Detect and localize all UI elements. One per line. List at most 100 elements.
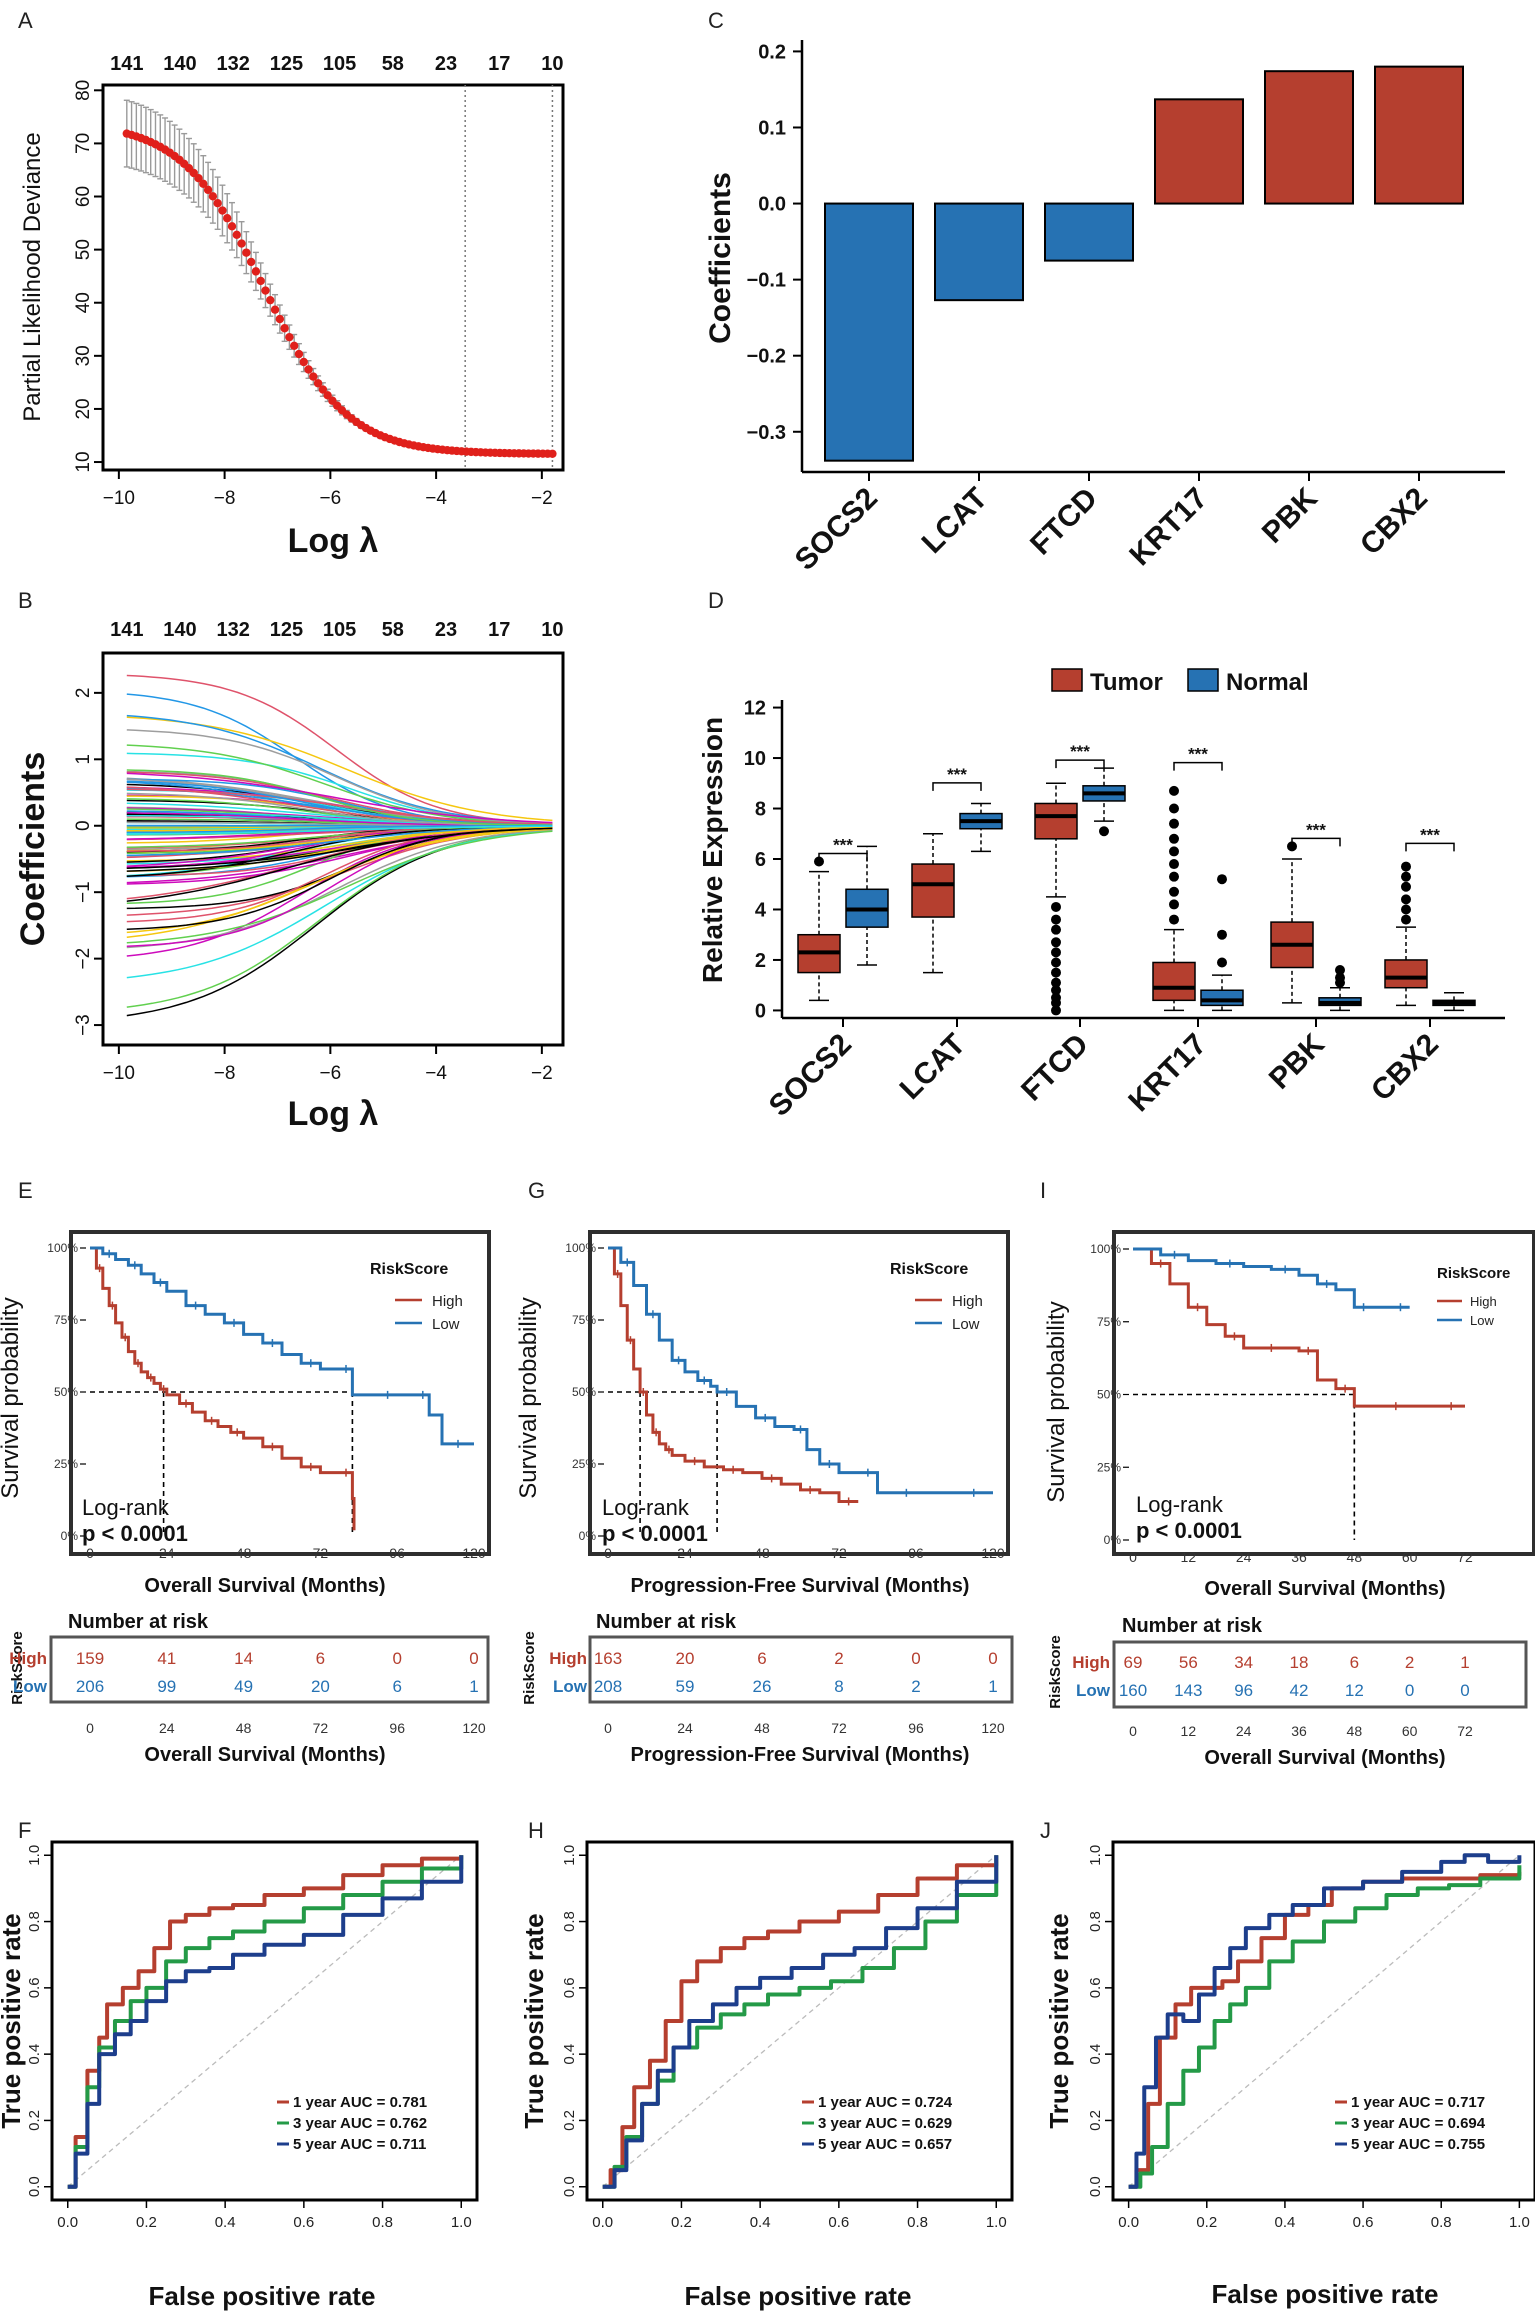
panel-e-risk-values: 159 206 41 99 14 49 6 20 0 6 0 1 [76, 1649, 479, 1696]
risk-low-value: 2 [911, 1677, 920, 1696]
panel-e-risk-xlabel: Overall Survival (Months) [144, 1744, 385, 1766]
y-tick-label: 0.2 [1087, 2110, 1104, 2131]
top-count: 140 [163, 619, 196, 641]
panel-e-frame [69, 1230, 491, 1556]
box-tumor-krt17 [1152, 961, 1196, 1002]
y-tick-label: −2 [73, 948, 94, 970]
x-tick-label: 120 [462, 1545, 486, 1561]
deviance-point [261, 286, 270, 295]
y-tick-label: 6 [755, 849, 766, 871]
deviance-point [199, 179, 208, 189]
panel-i-risk-ylabel: RiskScore [1047, 1635, 1064, 1708]
box-tumor-cbx2 [1384, 959, 1428, 989]
panel-i-frame [1112, 1230, 1535, 1556]
y-tick-label: 75% [54, 1313, 78, 1327]
sig-bracket [932, 782, 982, 791]
panel-g-risk-table [588, 1635, 1014, 1704]
panel-i-legend-low: Low [1470, 1313, 1494, 1328]
y-tick-label: 2 [755, 950, 766, 972]
y-tick-label: −1 [73, 881, 94, 903]
top-count: 17 [488, 619, 510, 641]
panel-label-e: E [18, 1178, 33, 1203]
x-tick-label: −2 [531, 488, 553, 509]
outlier [1051, 977, 1061, 988]
x-tick-label: LCAT [916, 482, 994, 560]
risk-low-value: 208 [594, 1677, 622, 1696]
x-tick-label: 0.8 [1431, 2214, 1452, 2231]
risk-x-tick-label: 48 [754, 1720, 770, 1736]
legend-label: 3 year AUC = 0.629 [818, 2115, 952, 2132]
y-tick-label: 0.6 [26, 1977, 43, 1998]
sig-stars: *** [1188, 745, 1208, 764]
x-tick-label: −6 [320, 1063, 342, 1084]
risk-high-value: 6 [316, 1649, 325, 1668]
risk-x-tick-label: 48 [1347, 1723, 1363, 1739]
panel-i-y-ticks: 0% 25% 50% 75% 100% [1090, 1242, 1129, 1547]
sig-stars: *** [1306, 820, 1326, 839]
y-tick-label: 1.0 [561, 1845, 578, 1866]
panel-f-legend: 1 year AUC = 0.781 3 year AUC = 0.762 5 ye… [277, 2094, 427, 2153]
sig-stars: *** [1070, 742, 1090, 761]
panel-g-risk-row-low: Low [553, 1677, 588, 1696]
outlier [1169, 859, 1179, 870]
top-count: 58 [382, 619, 404, 641]
panel-a-y-ticks: 10 20 30 40 50 60 70 80 [73, 80, 103, 473]
risk-x-tick-label: 72 [831, 1720, 847, 1736]
risk-x-tick-label: 24 [159, 1720, 175, 1736]
diagonal-reference [67, 1854, 462, 2188]
y-tick-label: −0.3 [747, 422, 786, 444]
x-tick-label: CBX2 [1354, 482, 1434, 562]
panel-f-xlabel: False positive rate [149, 2281, 376, 2311]
legend-label: 5 year AUC = 0.711 [293, 2136, 426, 2153]
y-tick-label: 0.6 [1087, 1977, 1104, 1998]
risk-high-value: 6 [1350, 1653, 1359, 1672]
panel-i-risk-values: 69 160 56 143 34 96 18 42 6 12 2 0 1 0 [1119, 1653, 1470, 1700]
sig-bracket [1055, 759, 1105, 769]
y-tick-label: 4 [755, 899, 767, 921]
risk-x-tick-label: 120 [462, 1720, 486, 1736]
x-tick-label: KRT17 [1122, 1028, 1213, 1119]
panel-b-xlabel: Log λ [288, 1095, 379, 1133]
x-tick-label: −10 [103, 1063, 135, 1084]
legend-label: 1 year AUC = 0.724 [818, 2094, 953, 2111]
x-tick-label: SOCS2 [789, 482, 884, 577]
outlier [1217, 929, 1227, 940]
y-tick-label: 0.0 [1087, 2176, 1104, 2197]
y-tick-label: 12 [744, 698, 766, 720]
outlier [1169, 846, 1179, 857]
panel-c-y-ticks: −0.3 −0.2 −0.1 0.0 0.1 0.2 [747, 41, 802, 444]
outlier [1051, 947, 1061, 958]
y-tick-label: −0.2 [747, 346, 786, 368]
risk-x-tick-label: 24 [677, 1720, 693, 1736]
panel-i-curves [1133, 1247, 1465, 1540]
panel-i-x-ticks: 0 12 24 36 48 60 72 [1129, 1549, 1473, 1565]
panel-i-ylabel: Survival probability [1043, 1301, 1070, 1502]
risk-high-value: 0 [469, 1649, 478, 1668]
coefficient-path [126, 829, 553, 1008]
panel-e-legend-high: High [432, 1293, 463, 1310]
y-tick-label: 50% [1097, 1388, 1121, 1402]
sig-stars: *** [833, 836, 853, 855]
panel-h-y-ticks: 0.0 0.2 0.4 0.6 0.8 1.0 [561, 1845, 587, 2197]
x-tick-label: 48 [1347, 1549, 1363, 1565]
deviance-point [313, 379, 323, 388]
panel-g-xlabel: Progression-Free Survival (Months) [631, 1575, 970, 1597]
deviance-point [294, 349, 304, 359]
deviance-point [323, 391, 332, 400]
panel-i-legend-title: RiskScore [1437, 1265, 1510, 1282]
panel-j-curves [1128, 1853, 1522, 2189]
x-tick-label: FTCD [1015, 1028, 1095, 1108]
panel-g-x-ticks: 0 24 48 72 96 120 [604, 1545, 1005, 1561]
panel-e-ylabel: Survival probability [0, 1297, 24, 1498]
x-tick-label: 120 [981, 1545, 1005, 1561]
panel-j-x-ticks: 0.0 0.2 0.4 0.6 0.8 1.0 [1118, 2200, 1530, 2231]
outlier [1401, 904, 1411, 915]
panel-label-c: C [708, 8, 724, 33]
outlier [1169, 899, 1179, 910]
x-tick-label: 0.4 [215, 2214, 236, 2231]
panel-j-legend: 1 year AUC = 0.717 3 year AUC = 0.694 5 ye… [1335, 2094, 1486, 2153]
x-tick-label: 24 [1236, 1549, 1252, 1565]
y-tick-label: 0.1 [758, 117, 786, 139]
coefficient-path [126, 772, 553, 824]
roc-curve-1-year [602, 1855, 999, 2189]
